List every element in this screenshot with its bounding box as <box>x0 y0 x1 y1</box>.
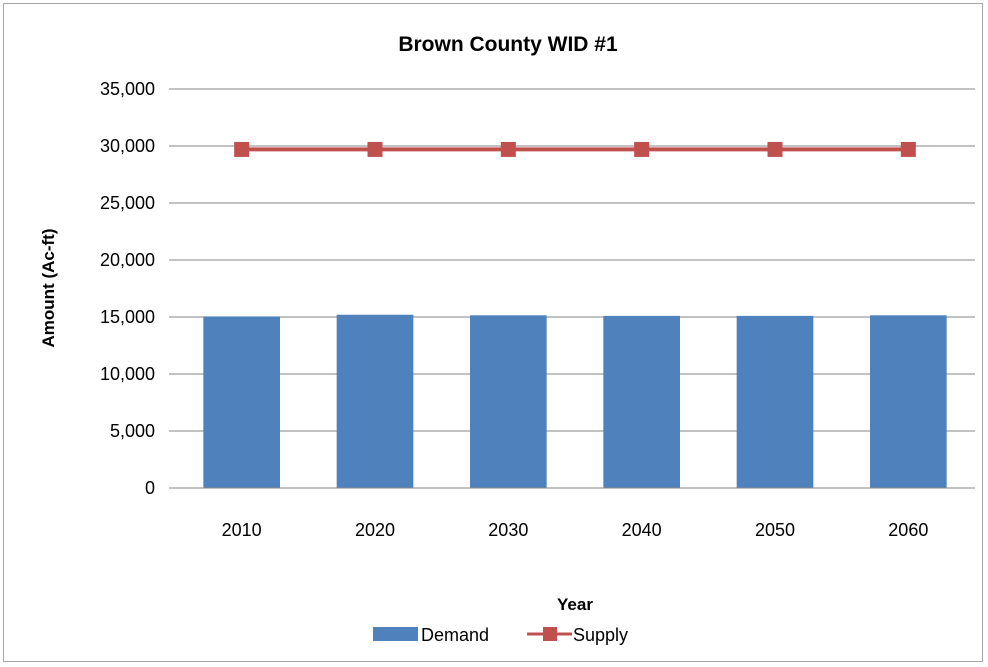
supply-marker <box>634 141 650 157</box>
x-tick-label: 2040 <box>622 520 662 540</box>
y-tick-label: 0 <box>145 478 155 498</box>
y-tick-label: 10,000 <box>100 364 155 384</box>
y-tick-label: 25,000 <box>100 193 155 213</box>
x-tick-label: 2010 <box>222 520 262 540</box>
y-tick-label: 5,000 <box>110 421 155 441</box>
y-tick-label: 30,000 <box>100 136 155 156</box>
y-axis-title: Amount (Ac-ft) <box>39 229 58 348</box>
x-tick-label: 2020 <box>355 520 395 540</box>
demand-bar <box>736 315 814 488</box>
x-axis-title: Year <box>557 595 593 614</box>
y-tick-label: 15,000 <box>100 307 155 327</box>
legend-supply-label: Supply <box>573 625 628 645</box>
y-tick-label: 35,000 <box>100 79 155 99</box>
supply-marker <box>367 141 383 157</box>
chart-title: Brown County WID #1 <box>398 33 618 56</box>
demand-bar <box>603 315 680 488</box>
x-axis-ticks: 2010 2020 2030 2040 2050 2060 <box>175 487 975 540</box>
legend: Demand Supply <box>373 625 628 645</box>
demand-bar <box>470 315 547 488</box>
legend-demand-label: Demand <box>421 625 489 645</box>
supply-marker <box>234 141 250 157</box>
y-axis-ticks: 0 5,000 10,000 15,000 20,000 25,000 30,000 35,0… <box>100 79 155 498</box>
x-tick-label: 2060 <box>888 520 928 540</box>
demand-bar <box>336 314 414 488</box>
x-tick-label: 2050 <box>755 520 795 540</box>
x-tick-label: 2030 <box>488 520 528 540</box>
legend-supply-marker <box>543 627 557 641</box>
supply-marker <box>500 141 516 157</box>
demand-bar <box>870 315 947 488</box>
demand-bar <box>203 316 280 488</box>
supply-line <box>234 141 916 157</box>
legend-demand-swatch <box>373 627 418 641</box>
demand-bars <box>203 314 947 488</box>
y-tick-label: 20,000 <box>100 250 155 270</box>
supply-marker <box>900 141 916 157</box>
supply-marker <box>767 141 783 157</box>
